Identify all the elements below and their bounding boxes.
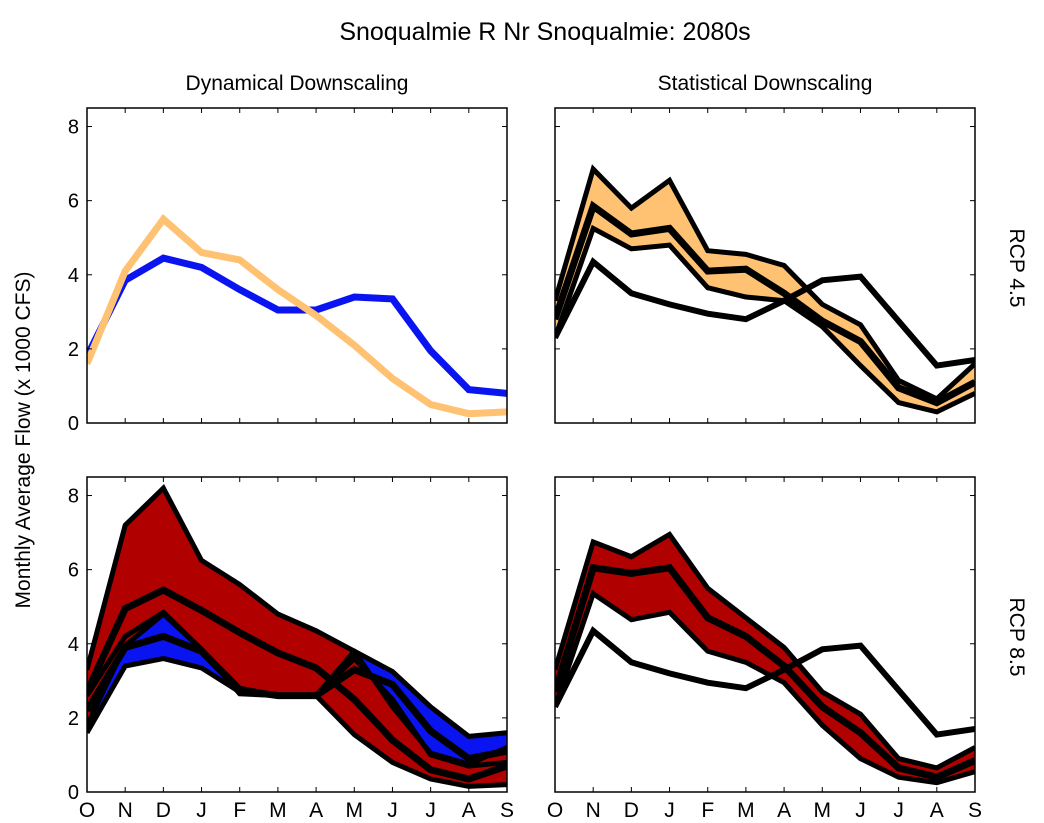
x-tick-label: J <box>425 799 436 822</box>
x-tick-label: J <box>196 799 207 822</box>
x-tick-label: M <box>814 799 832 822</box>
line-rcp85-range-median <box>87 586 507 783</box>
axes-frame <box>86 476 508 793</box>
plot-area <box>87 214 507 418</box>
line-dynamical-historical <box>87 254 507 397</box>
axes-frame <box>86 107 508 424</box>
y-tick-label: 4 <box>68 265 79 287</box>
axes-frame <box>554 476 976 793</box>
x-tick-label: S <box>968 799 982 822</box>
plot-area <box>555 164 975 415</box>
band-rcp85-range <box>555 534 975 783</box>
x-tick-label: J <box>387 799 398 822</box>
x-tick-label: M <box>269 799 287 822</box>
y-tick-label: 8 <box>68 117 79 139</box>
line-dynamical-rcp45 <box>87 214 507 418</box>
axes-frame <box>554 107 976 424</box>
y-tick-label: 4 <box>68 634 79 656</box>
row-title-rcp85: RCP 8.5 <box>1005 598 1028 677</box>
y-tick-label: 8 <box>68 486 79 508</box>
x-tick-label: S <box>500 799 514 822</box>
line-rcp45-range-upper <box>555 164 975 402</box>
y-tick-label: 6 <box>68 560 79 582</box>
line-rcp85-range-lower <box>87 610 507 789</box>
y-tick-label: 2 <box>68 339 79 361</box>
line-historical <box>555 626 975 738</box>
x-tick-label: O <box>547 799 563 822</box>
x-tick-label: M <box>737 799 755 822</box>
row-title-rcp45: RCP 4.5 <box>1005 229 1028 308</box>
panel-statistical-rcp45 <box>554 107 976 424</box>
plot-area <box>555 531 975 786</box>
plot-area <box>87 483 507 789</box>
line-rcp45-median <box>555 200 975 407</box>
panel-dynamical-rcp45: 0 2 4 6 8 <box>68 107 508 435</box>
column-title-statistical: Statistical Downscaling <box>658 72 873 95</box>
band-rcp85-range <box>87 488 507 787</box>
x-tick-label: A <box>462 799 476 822</box>
column-title-dynamical: Dynamical Downscaling <box>186 72 409 95</box>
y-tick-label: 0 <box>68 782 79 804</box>
x-tick-label: A <box>930 799 944 822</box>
x-tick-label: A <box>777 799 791 822</box>
line-rcp85-range-upper <box>87 483 507 767</box>
y-tick-label: 0 <box>68 413 79 435</box>
chart-title: Snoqualmie R Nr Snoqualmie: 2080s <box>339 18 750 46</box>
line-historical <box>555 257 975 369</box>
x-tick-label: A <box>309 799 323 822</box>
x-tick-label: F <box>701 799 714 822</box>
x-tick-label: M <box>346 799 364 822</box>
y-axis-label: Monthly Average Flow (x 1000 CFS) <box>12 272 35 609</box>
band-rcp45-range <box>555 169 975 412</box>
line-rcp45-range-lower <box>555 224 975 415</box>
x-tick-label: J <box>893 799 904 822</box>
x-tick-label: D <box>156 799 171 822</box>
x-tick-label: N <box>586 799 601 822</box>
y-tick-label: 6 <box>68 191 79 213</box>
x-tick-label: J <box>664 799 675 822</box>
x-tick-label: F <box>233 799 246 822</box>
line-rcp85-range-lower <box>555 589 975 786</box>
y-tick-label: 2 <box>68 708 79 730</box>
line-rcp85-range-upper <box>555 531 975 771</box>
line-rcp85-median <box>555 563 975 781</box>
x-tick-label: J <box>855 799 866 822</box>
x-tick-label: D <box>624 799 639 822</box>
x-tick-label: N <box>118 799 133 822</box>
x-tick-label: O <box>79 799 95 822</box>
